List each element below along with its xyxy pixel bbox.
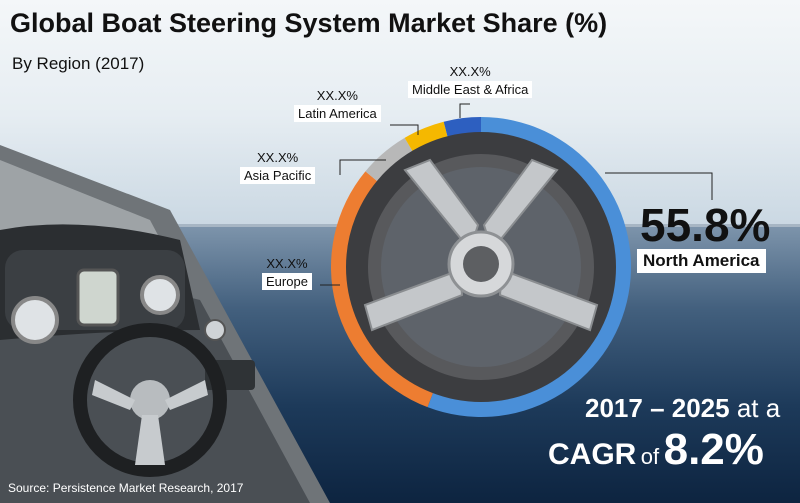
north-america-value: 55.8%	[640, 199, 771, 251]
cagr-years: 2017 – 2025	[585, 393, 730, 423]
north-america-label: North America	[637, 249, 766, 273]
label-latin-america: XX.X% Latin America	[294, 88, 381, 122]
chart-subtitle: By Region (2017)	[12, 54, 145, 73]
data-label: XX.X%	[257, 150, 299, 165]
data-label: XX.X%	[266, 256, 308, 271]
category-label: Asia Pacific	[240, 167, 316, 184]
chart-title: Global Boat Steering System Market Share…	[10, 8, 608, 38]
right-gauge	[140, 275, 180, 315]
small-dial	[204, 319, 226, 341]
source-note: Source: Persistence Market Research, 201…	[8, 481, 244, 495]
chart-center-steering-wheel	[346, 132, 616, 402]
label-asia-pacific: XX.X% Asia Pacific	[240, 150, 316, 184]
category-label: Latin America	[294, 105, 381, 122]
cagr-of: of	[640, 444, 660, 469]
category-label: Europe	[262, 273, 312, 290]
label-middle-east-africa: XX.X% Middle East & Africa	[408, 64, 533, 98]
slice-asia-pacific	[365, 137, 418, 188]
data-label: XX.X%	[316, 88, 358, 103]
data-label: XX.X%	[449, 64, 491, 79]
category-label: Middle East & Africa	[408, 81, 533, 98]
display-screen	[76, 268, 120, 327]
leader-lines	[320, 103, 713, 286]
cagr-value: 8.2%	[663, 425, 764, 474]
cagr-word: CAGR	[548, 438, 637, 471]
cagr-period: 2017 – 2025 at a	[585, 393, 780, 424]
left-gauge	[11, 296, 59, 344]
cagr-at-a: at a	[736, 393, 781, 423]
label-europe: XX.X% Europe	[262, 256, 312, 290]
cagr-value-line: CAGR of 8.2%	[548, 425, 764, 475]
dashboard-steering-wheel	[73, 323, 227, 477]
